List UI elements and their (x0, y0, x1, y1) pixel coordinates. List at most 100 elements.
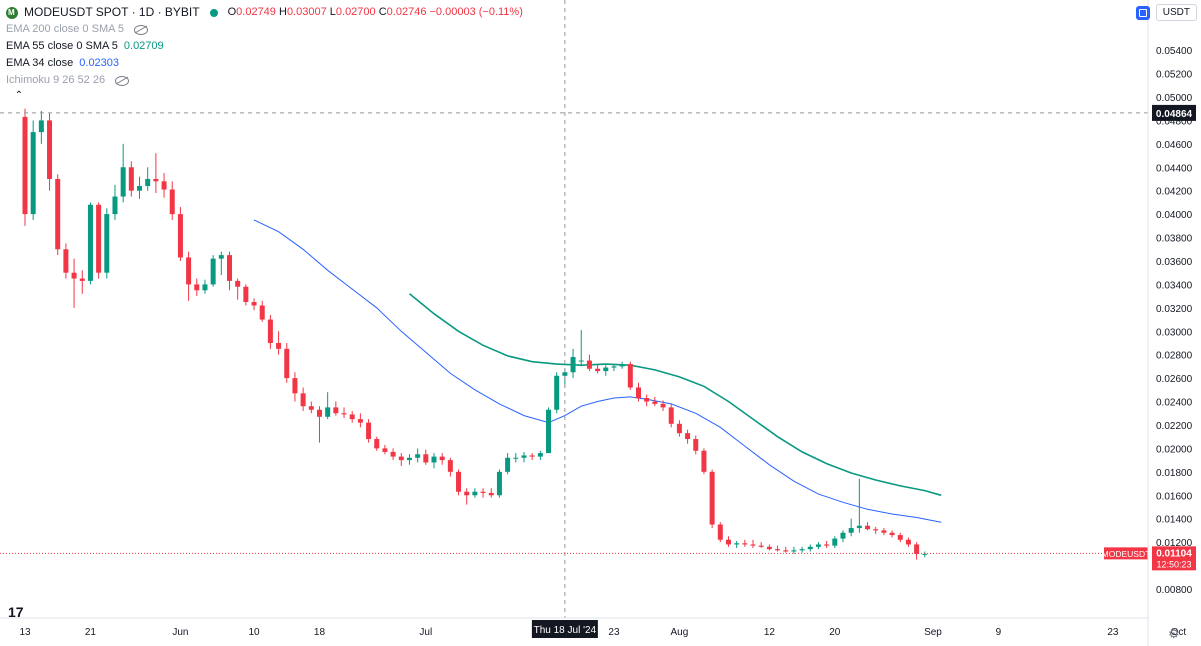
candle-body (374, 439, 380, 449)
hidden-eye-icon[interactable] (134, 24, 149, 35)
candle-body (750, 544, 756, 546)
candle-body (300, 393, 306, 407)
candle-body (333, 407, 339, 414)
indicator-ema200[interactable]: EMA 200 close 0 SMA 5 (6, 21, 523, 38)
candle-body (701, 450, 707, 472)
price-tick-label: 0.04600 (1156, 140, 1193, 151)
hidden-eye-icon[interactable] (115, 75, 130, 86)
candle-body (47, 120, 53, 179)
candle-body (636, 387, 641, 399)
price-tick-label: 0.02200 (1156, 421, 1193, 432)
candle-body (38, 120, 44, 133)
candle-body (79, 278, 85, 281)
tradingview-logo[interactable]: 17 (8, 604, 24, 620)
candle-body (218, 255, 224, 259)
candle-body (177, 214, 183, 258)
candle-body (521, 455, 527, 458)
candle-body (292, 378, 298, 394)
time-tick-label: 9 (996, 627, 1002, 638)
price-tick-label: 0.03400 (1156, 280, 1193, 291)
candle-body (488, 492, 494, 496)
ema34-line (253, 219, 942, 523)
candle-body (914, 544, 920, 554)
time-tick-label: Oct (1171, 627, 1187, 638)
candle-body (406, 457, 412, 461)
candle-body (341, 413, 347, 415)
time-tick-label: 21 (85, 627, 97, 638)
candle-body (415, 454, 421, 458)
candle-body (439, 456, 445, 461)
candle-body (529, 455, 535, 457)
last-price-label: 0.01104 (1156, 548, 1192, 559)
candle-body (382, 448, 388, 452)
candle-body (325, 407, 331, 417)
candle-body (423, 454, 429, 463)
candle-body (848, 528, 854, 533)
candle-body (112, 196, 118, 215)
time-tick-label: Aug (671, 627, 689, 638)
candle-body (922, 553, 928, 555)
price-axis[interactable]: 0.05400 0.05200 0.05000 0.04800 0.04600 0.044… (1147, 0, 1193, 646)
ema-lines (253, 219, 942, 523)
candle-body (104, 214, 110, 273)
candle-body (840, 532, 846, 539)
price-tick-label: 0.01800 (1156, 468, 1193, 479)
price-tick-label: 0.03200 (1156, 304, 1193, 315)
indicator-ema55[interactable]: EMA 55 close 0 SMA 5 0.02709 (6, 38, 523, 55)
candle-body (169, 189, 175, 215)
crosshair-price-label-bg (1152, 104, 1196, 121)
candle-body (676, 423, 682, 434)
price-tick-label: 0.02000 (1156, 444, 1193, 455)
candle-body (513, 457, 519, 459)
indicator-ichimoku[interactable]: Ichimoku 9 26 52 26 (6, 72, 523, 89)
last-price-symbol-bg (1104, 547, 1148, 560)
candle-body (464, 491, 470, 496)
time-axis[interactable]: 13 21 Jun 10 18 Jul 23 Aug 12 20 Sep 9 23 Oct (0, 617, 1187, 638)
price-tick-label: 0.04800 (1156, 116, 1193, 127)
candle-body (96, 204, 102, 273)
candles (22, 108, 928, 560)
fullscreen-icon[interactable] (1135, 5, 1150, 20)
candle-body (824, 544, 830, 546)
candle-body (366, 422, 372, 440)
candle-body (783, 550, 789, 552)
candle-body (905, 539, 911, 545)
candle-body (775, 549, 781, 551)
candle-body (153, 178, 159, 182)
market-status-dot-icon (209, 8, 218, 17)
time-tick-label: Jul (419, 627, 432, 638)
indicator-ema34[interactable]: EMA 34 close 0.02303 (6, 55, 523, 72)
settings-gear-icon[interactable]: ⚙ (1168, 626, 1180, 641)
chart-legend: MODEUSDT SPOT · 1D · BYBIT O0.02749 H0.0… (6, 4, 523, 89)
candle-body (71, 272, 77, 279)
price-tick-label: 0.03800 (1156, 234, 1193, 245)
crosshair-date-label-bg (531, 620, 598, 638)
price-tick-label: 0.02800 (1156, 351, 1193, 362)
crosshair-date-label: Thu 18 Jul '24 (534, 625, 597, 636)
price-tick-label: 0.05400 (1156, 46, 1193, 57)
collapse-legend-chevron-up-icon[interactable]: ⌃ (14, 90, 24, 101)
symbol-title[interactable]: MODEUSDT SPOT · 1D · BYBIT (24, 5, 200, 19)
indicator-value: 0.02709 (123, 40, 164, 52)
candle-body (742, 543, 748, 545)
time-tick-label: Jun (172, 627, 188, 638)
candle-body (496, 471, 502, 496)
candle-body (758, 545, 764, 547)
candle-body (873, 529, 879, 531)
price-tick-label: 0.00800 (1156, 585, 1193, 596)
candle-body (685, 433, 691, 440)
price-tick-label: 0.05200 (1156, 70, 1193, 81)
price-tick-label: 0.01400 (1156, 515, 1193, 526)
candle-body (128, 167, 134, 191)
candle-body (235, 280, 241, 287)
candle-body (570, 357, 576, 373)
currency-button[interactable]: USDT (1155, 4, 1197, 21)
candle-body (390, 451, 396, 457)
candle-body (652, 401, 658, 404)
time-tick-label: 20 (829, 627, 841, 638)
candle-body (595, 368, 601, 372)
symbol-row[interactable]: MODEUSDT SPOT · 1D · BYBIT O0.02749 H0.0… (6, 4, 523, 21)
candle-body (693, 439, 699, 451)
candle-body (22, 116, 28, 215)
